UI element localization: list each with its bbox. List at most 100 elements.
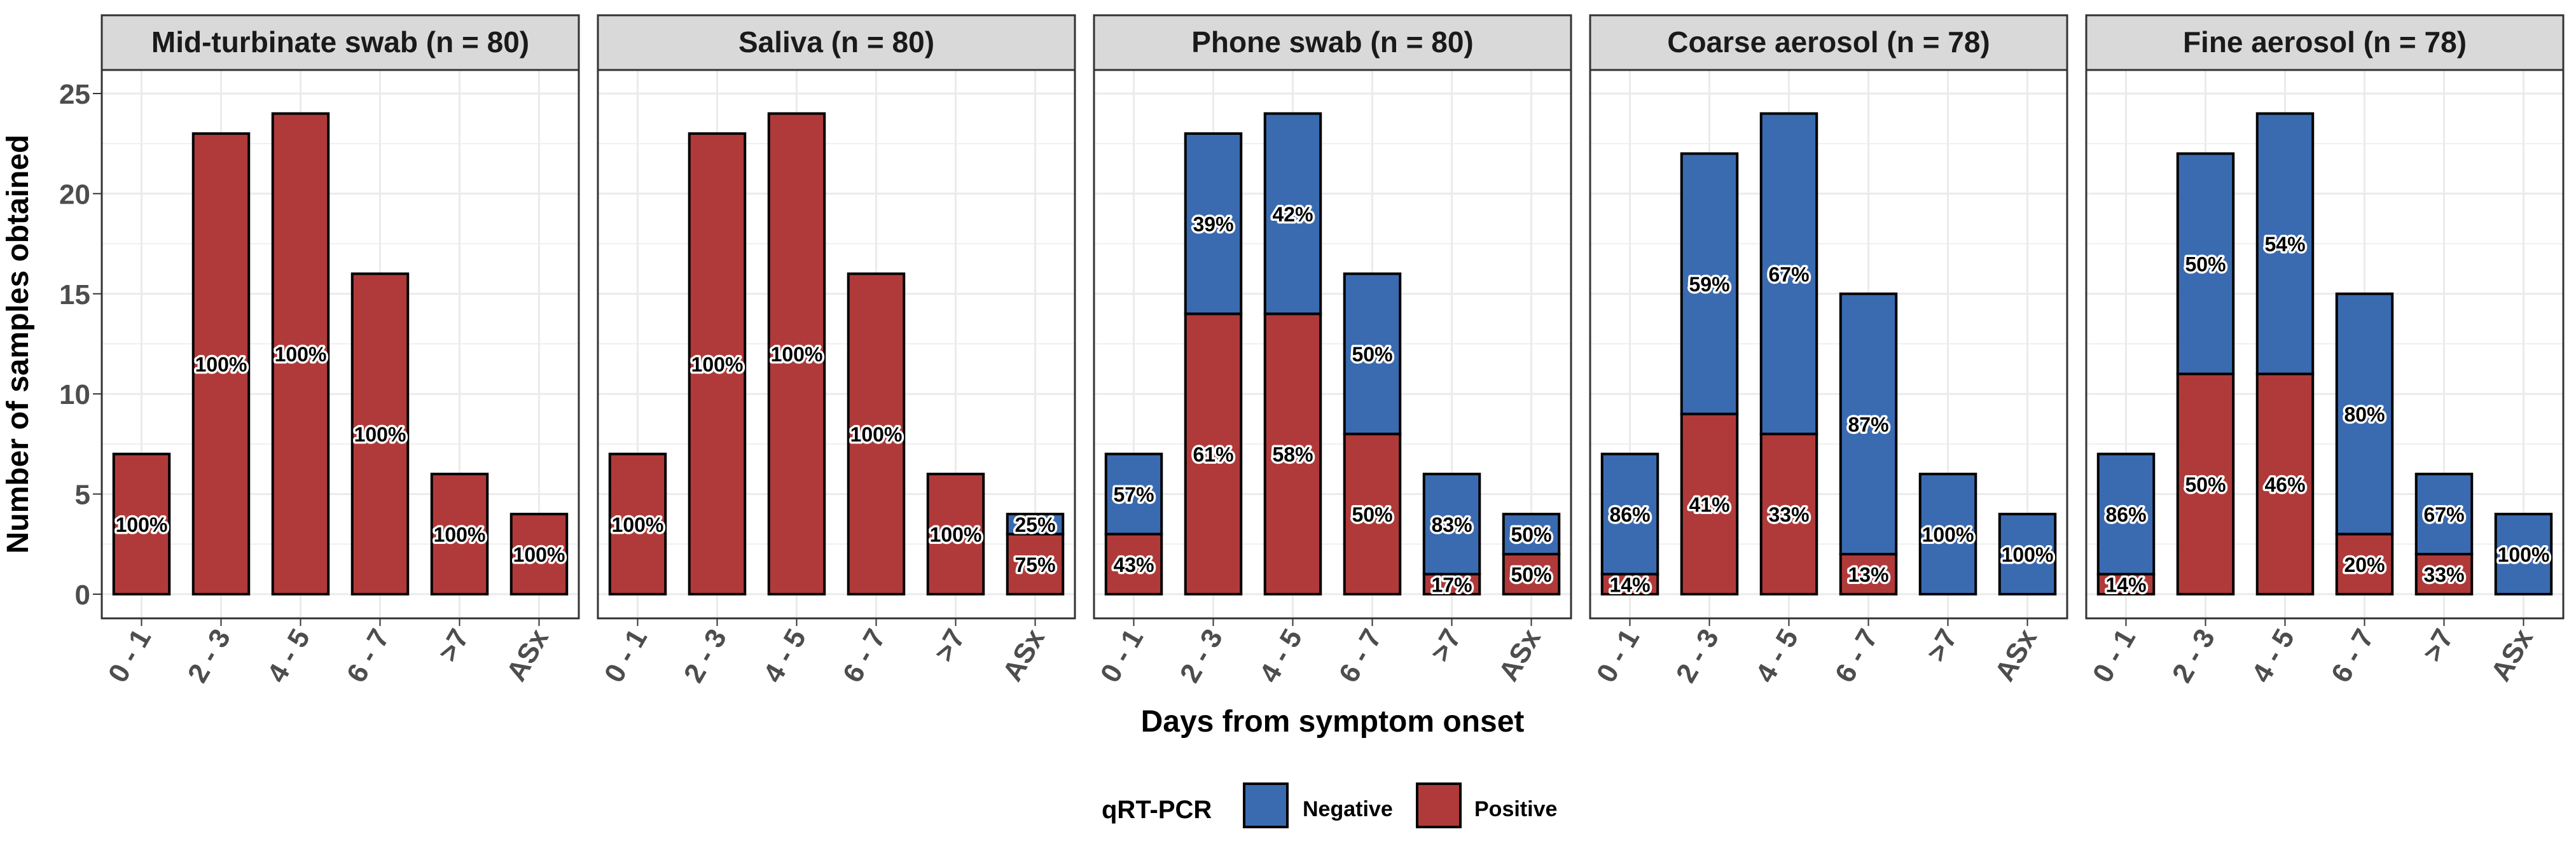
bar-positive [112, 452, 171, 596]
panel-border [1093, 69, 1572, 620]
facet-title: Phone swab (n = 80) [1191, 25, 1474, 59]
x-tick-label: 0 - 1 [1095, 624, 1149, 688]
y-axis-title: Number of samples obtained [1, 135, 35, 554]
bar-positive [1184, 312, 1243, 595]
bar-negative [2176, 152, 2235, 375]
x-tick-label: 2 - 3 [2166, 624, 2221, 688]
x-tick-label: ASx [1493, 623, 1547, 686]
data-label: 100% [275, 343, 327, 366]
bar-positive [767, 112, 826, 596]
legend-label-positive: Positive [1474, 797, 1557, 821]
bar-positive [2176, 372, 2235, 595]
x-tick-label: ASx [997, 623, 1051, 686]
bar-negative [1680, 152, 1739, 415]
data-label: 80% [2344, 403, 2385, 426]
data-label: 54% [2264, 233, 2305, 256]
bar-negative [1839, 292, 1898, 556]
x-tick-label: >7 [433, 624, 476, 667]
data-label: 61% [1193, 443, 1233, 466]
bar-positive [1759, 433, 1818, 595]
x-tick-label: ASx [2485, 623, 2539, 686]
data-label: 13% [1848, 564, 1888, 587]
x-tick-label: 0 - 1 [1591, 624, 1645, 688]
data-label: 50% [2185, 473, 2226, 496]
panel-border [597, 69, 1076, 620]
data-label: 86% [1609, 503, 1650, 526]
data-label: 67% [1768, 263, 1809, 286]
x-tick-label: 4 - 5 [1254, 624, 1308, 688]
data-label: 67% [2423, 503, 2464, 526]
bar-negative [1600, 452, 1659, 576]
data-label: 100% [513, 543, 565, 566]
data-label: 50% [1511, 524, 1551, 546]
data-label: 100% [850, 423, 903, 446]
data-label: 100% [354, 423, 406, 446]
bar-positive [1422, 573, 1481, 596]
facet-strip [1589, 14, 2068, 71]
bar-positive [1263, 312, 1322, 595]
legend-swatch-positive [1416, 782, 1462, 828]
facet-title: Fine aerosol (n = 78) [2183, 25, 2467, 59]
data-label: 75% [1014, 553, 1055, 576]
facet-title: Mid-turbinate swab (n = 80) [151, 25, 529, 59]
data-label: 100% [195, 353, 247, 376]
bar-positive [350, 272, 410, 595]
legend-swatch-negative [1243, 782, 1289, 828]
data-label: 42% [1272, 203, 1313, 226]
bar-positive [926, 473, 985, 595]
x-tick-label: 6 - 7 [2325, 624, 2380, 688]
bar-positive [509, 513, 569, 596]
bar-positive [1104, 532, 1163, 595]
data-label: 100% [771, 343, 823, 366]
data-label: 86% [2105, 503, 2146, 526]
data-label: 39% [1193, 213, 1233, 236]
x-tick-label: 2 - 3 [1670, 624, 1725, 688]
panel-border [1589, 69, 2068, 620]
bar-negative [1759, 112, 1818, 436]
facet-strip [2085, 14, 2565, 71]
data-label: 100% [691, 353, 744, 376]
bar-positive [430, 473, 489, 595]
bar-positive [2255, 372, 2315, 595]
x-tick-label: 0 - 1 [2087, 624, 2142, 688]
x-tick-label: 0 - 1 [599, 624, 653, 688]
data-label: 100% [116, 513, 168, 536]
x-tick-label: >7 [1921, 624, 1964, 667]
data-label: 50% [1511, 564, 1551, 587]
bar-positive [2096, 573, 2156, 596]
facet-strip [597, 14, 1076, 71]
x-axis-title: Days from symptom onset [1141, 705, 1525, 739]
y-tick-label: 25 [59, 79, 90, 110]
x-tick-label: 0 - 1 [102, 624, 157, 688]
data-label: 33% [1768, 503, 1809, 526]
bar-positive [271, 112, 330, 596]
bar-negative [1184, 132, 1243, 316]
bar-positive [2335, 532, 2394, 595]
y-tick-label: 20 [59, 179, 90, 210]
bar-negative [2096, 452, 2156, 576]
x-tick-label: 4 - 5 [1750, 624, 1804, 688]
x-tick-label: 4 - 5 [261, 624, 316, 688]
x-tick-label: 4 - 5 [758, 624, 812, 688]
panel-border [100, 69, 580, 620]
facet-title: Coarse aerosol (n = 78) [1667, 25, 1990, 59]
data-label: 87% [1848, 413, 1888, 436]
data-label: 100% [2002, 543, 2054, 566]
bar-negative [2414, 473, 2474, 556]
data-label: 58% [1272, 443, 1313, 466]
x-tick-label: 2 - 3 [1174, 624, 1229, 688]
bar-negative [1263, 112, 1322, 316]
facet-strip [1093, 14, 1572, 71]
data-label: 50% [2185, 253, 2226, 276]
legend-title: qRT-PCR [1102, 796, 1212, 824]
x-tick-label: 2 - 3 [182, 624, 237, 688]
bar-positive [1839, 553, 1898, 595]
x-tick-label: 6 - 7 [1829, 624, 1884, 688]
data-label: 14% [2105, 573, 2146, 596]
data-label: 17% [1431, 573, 1472, 596]
x-tick-label: 4 - 5 [2246, 624, 2301, 688]
data-label: 50% [1352, 343, 1392, 366]
data-label: 83% [1431, 513, 1472, 536]
data-label: 41% [1689, 493, 1729, 516]
